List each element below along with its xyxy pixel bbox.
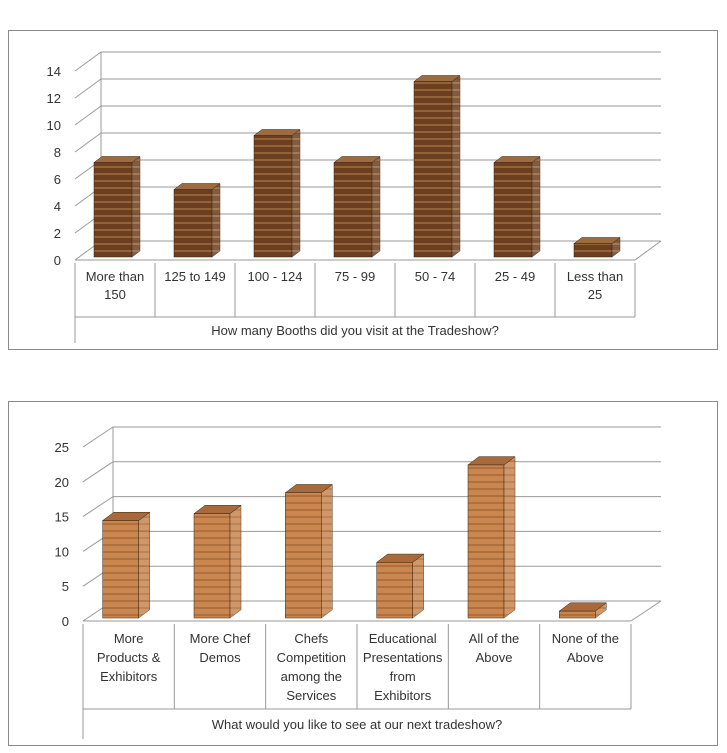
bar [467,456,516,619]
category-label: Educational Presentations from Exhibitors [363,631,443,703]
next-tradeshow-chart: 0 5 10 15 20 25 More Products & Exhibitors More C… [55,426,662,739]
bar-front [102,520,139,619]
category-label: 50 - 74 [415,269,455,284]
bar [375,553,425,619]
y-tick-label: 4 [54,199,61,214]
bar-side [371,156,381,258]
bar-front [93,162,133,258]
bar-front [413,81,453,258]
bar-top [375,553,425,563]
y-tick-label: 12 [47,91,61,106]
bar-front [173,189,213,258]
bar-front [193,513,231,619]
bar [493,156,541,258]
bar [93,156,141,258]
y-tick-label: 2 [54,226,61,241]
bar-front [573,243,613,258]
bar [101,511,151,619]
bar-side [503,456,516,619]
x-axis-title: How many Booths did you visit at the Tra… [211,323,499,338]
bar-top [284,484,334,493]
bar-top [558,602,608,612]
bar-side [531,156,541,258]
bar [558,602,608,619]
y-tick-label: 5 [62,579,69,594]
bar [284,483,334,619]
category-label: 125 to 149 [164,269,225,284]
y-tick-label: 0 [54,253,61,268]
bar-front [253,135,293,258]
y-tick-label: 20 [55,475,69,490]
bar [173,183,221,258]
bar-front [285,492,322,619]
gridline [82,426,661,448]
bar-top [253,129,301,136]
y-tick-label: 6 [54,172,61,187]
bar-front [467,464,505,619]
bar-top [101,512,151,521]
floor-side-edge [634,240,662,261]
gridline [74,78,661,99]
category-label: Chefs Competition among the Services [277,631,346,703]
bar-top [413,75,461,82]
category-label: More Chef Demos [190,631,251,665]
y-tick-label: 10 [47,118,61,133]
y-tick-label: 0 [62,614,69,629]
y-tick-label: 14 [47,64,61,79]
y-tick-label: 15 [55,510,69,525]
gridline [74,132,661,153]
bar-front [559,610,596,619]
bar-side [131,156,141,258]
bar [573,237,621,258]
gridline [82,496,661,518]
gridline [82,530,661,552]
gridline [82,565,661,587]
gridline [74,105,661,126]
bar-top [467,456,516,466]
bar-side [412,553,424,619]
category-label: None of the Above [552,631,619,665]
booths-chart: 0 2 4 6 8 10 12 14 More than 150 125 to 149 100 - 1… [47,51,662,343]
bar-side [211,183,221,258]
x-axis-title: What would you like to see at our next t… [212,717,503,732]
category-label: 75 - 99 [335,269,375,284]
bar-side [451,75,461,258]
bar-front [376,562,413,619]
bar-top [333,156,381,163]
y-tick-label: 25 [55,440,69,455]
bar-top [173,183,221,190]
gridline [82,461,661,483]
bar-side [321,483,333,619]
bar-top [193,505,242,514]
bar [413,75,461,258]
bar-front [333,162,373,258]
y-tick-label: 10 [55,544,69,559]
category-label: All of the Above [469,631,520,665]
y-tick-label: 8 [54,145,61,160]
floor-side-edge [630,600,662,622]
bar-side [229,504,242,619]
gridline [74,51,661,72]
category-label: More Products & Exhibitors [97,631,161,684]
category-label: More than 150 [86,269,145,302]
bar-side [138,511,150,619]
bar [193,504,242,619]
category-label: 25 - 49 [495,269,535,284]
bar [333,156,381,258]
chart-panel-booths: 0 2 4 6 8 10 12 14 More than 150 125 to 149 100 - 1… [8,30,718,350]
bar-front [493,162,533,258]
bar-top [573,237,621,244]
bar-top [93,156,141,163]
category-label: 100 - 124 [248,269,303,284]
chart-panel-next-tradeshow: 0 5 10 15 20 25 More Products & Exhibitors More C… [8,401,718,746]
bar [253,129,301,258]
bar-side [291,129,301,258]
category-label: Less than 25 [567,269,623,302]
bar-top [493,156,541,163]
